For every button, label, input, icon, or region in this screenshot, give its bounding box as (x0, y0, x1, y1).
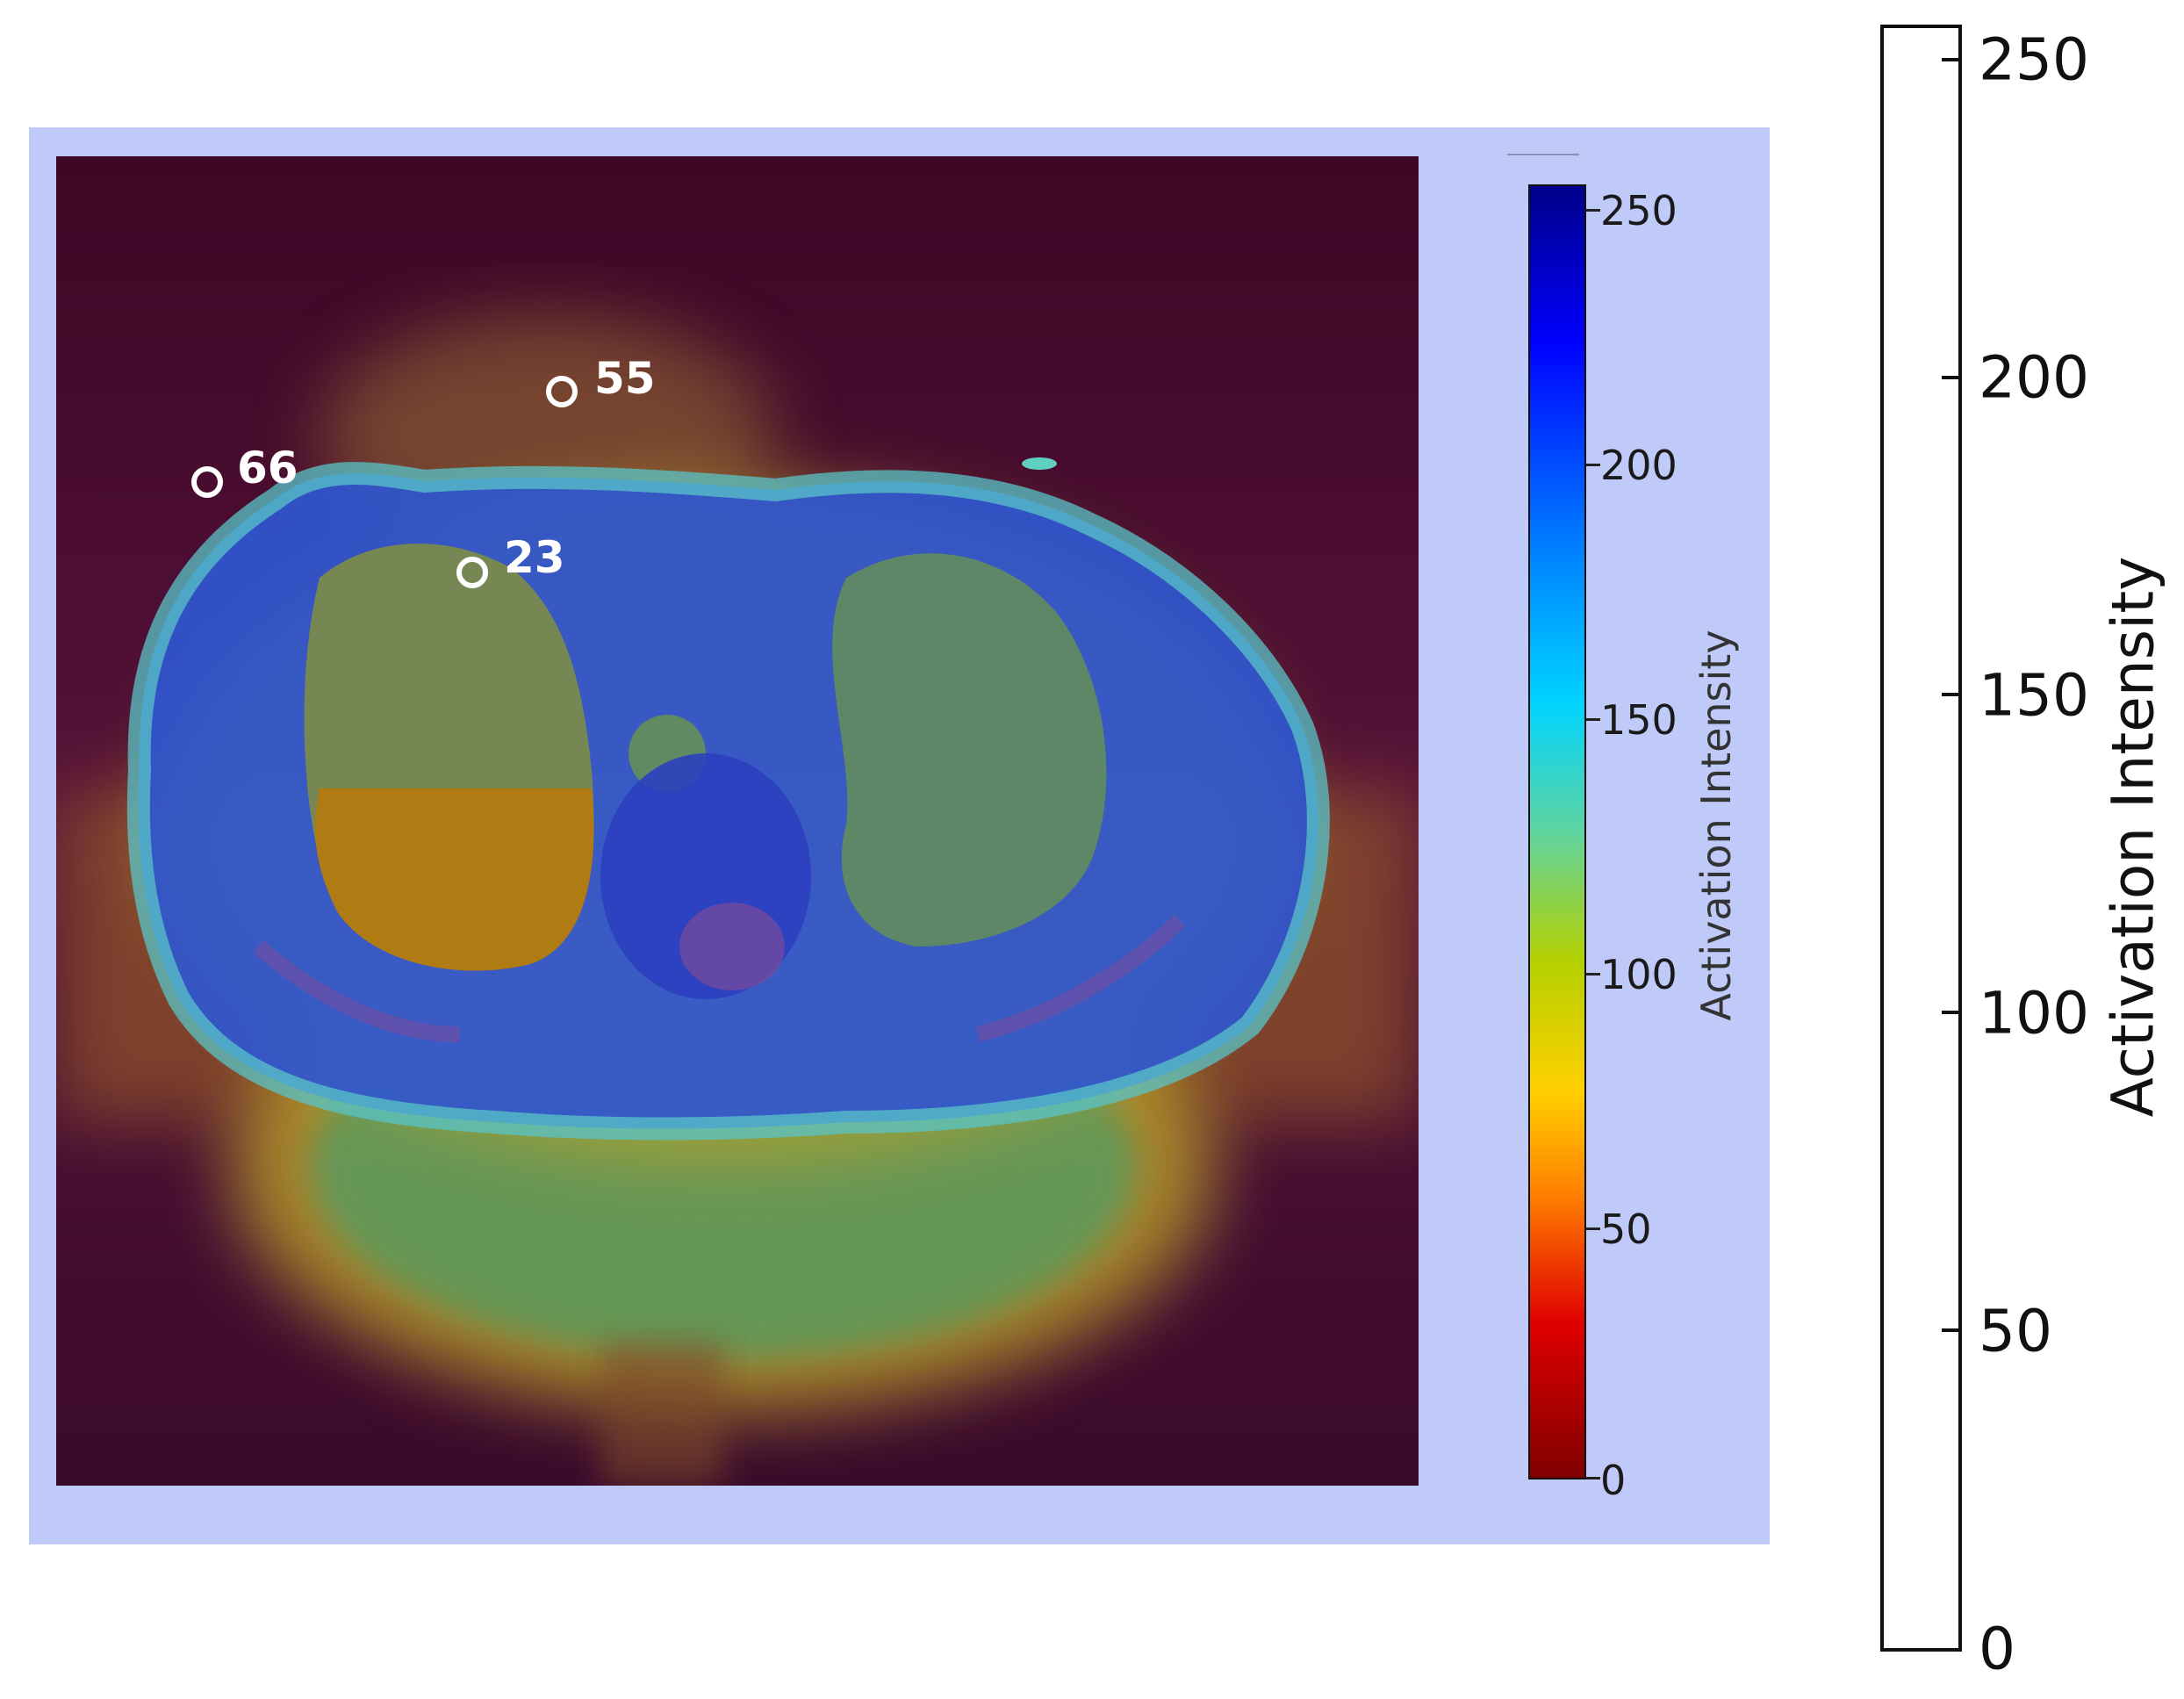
outer-tick-150 (1942, 693, 1962, 696)
outer-tick-label-250: 250 (1979, 25, 2089, 94)
inner-tick-label-200: 200 (1600, 442, 1678, 489)
inner-tick-150 (1586, 718, 1600, 721)
inner-tick-label-150: 150 (1600, 696, 1678, 744)
outer-colorbar (1880, 25, 1962, 1652)
inner-tick-50 (1586, 1227, 1600, 1230)
inner-tick-100 (1586, 973, 1600, 975)
outer-tick-label-0: 0 (1979, 1615, 2015, 1683)
inner-tick-label-0: 0 (1600, 1457, 1627, 1504)
inner-colorbar-title: Activation Intensity (1692, 630, 1740, 1021)
inner-tick-250 (1586, 209, 1600, 212)
inner-colorbar (1528, 184, 1586, 1479)
inner-tick-200 (1586, 464, 1600, 466)
heatmap-overlay-graphic (56, 156, 1419, 1486)
colorbar-top-line (1507, 154, 1579, 155)
outer-tick-label-100: 100 (1979, 979, 2089, 1047)
outer-tick-200 (1942, 376, 1962, 379)
marker-55-ring[interactable] (546, 376, 578, 407)
outer-tick-50 (1942, 1328, 1962, 1332)
marker-55-label: 55 (594, 353, 656, 404)
inner-tick-0 (1586, 1477, 1600, 1479)
outer-tick-250 (1942, 58, 1962, 61)
marker-23-label: 23 (504, 532, 565, 583)
marker-23-ring[interactable] (456, 557, 488, 588)
inner-tick-label-50: 50 (1600, 1206, 1652, 1253)
outer-colorbar-title: Activation Intensity (2099, 556, 2167, 1118)
marker-66-label: 66 (237, 443, 298, 493)
ct-scan-heatmap-image: 55 66 23 (56, 156, 1419, 1486)
inner-tick-label-100: 100 (1600, 951, 1678, 998)
outer-tick-100 (1942, 1011, 1962, 1014)
outer-tick-label-50: 50 (1979, 1297, 2052, 1365)
inner-tick-label-250: 250 (1600, 187, 1678, 234)
outer-tick-label-150: 150 (1979, 661, 2089, 730)
marker-66-ring[interactable] (191, 466, 223, 498)
outer-tick-label-200: 200 (1979, 343, 2089, 412)
